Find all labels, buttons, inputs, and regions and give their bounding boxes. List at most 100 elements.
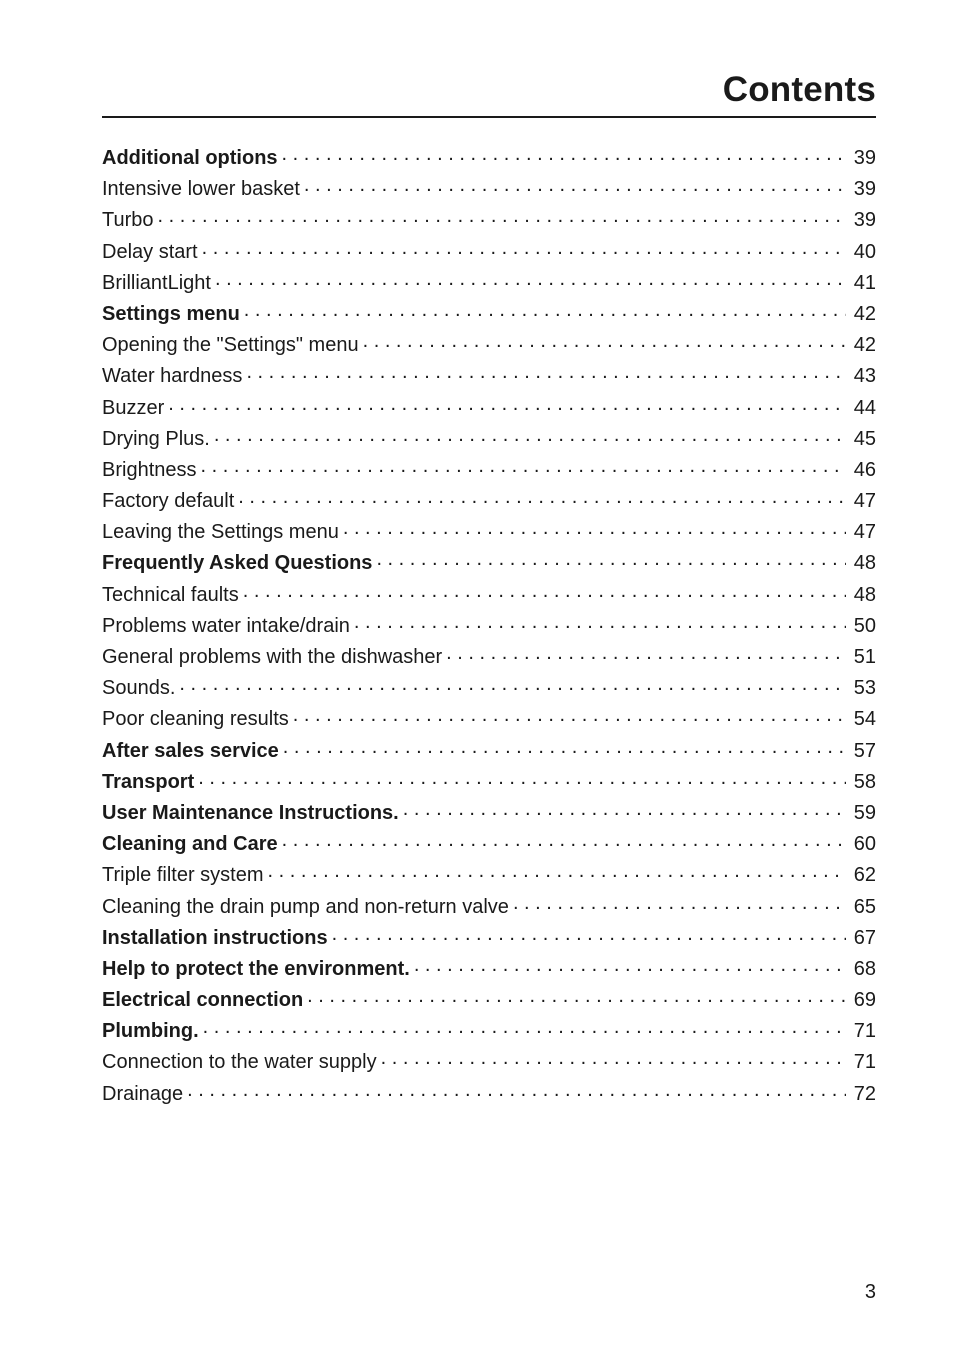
toc-row: Help to protect the environment. 68 [102, 955, 876, 979]
toc-entry-page: 67 [850, 928, 876, 948]
toc-leader-dots [332, 924, 846, 944]
toc-row: Intensive lower basket39 [102, 175, 876, 199]
toc-entry-page: 45 [850, 429, 876, 449]
toc-entry-page: 50 [850, 616, 876, 636]
toc-entry-label: Leaving the Settings menu [102, 522, 339, 542]
toc-entry-page: 46 [850, 460, 876, 480]
toc-row: Problems water intake/drain50 [102, 612, 876, 636]
toc-leader-dots [282, 144, 846, 164]
toc-row: Triple filter system 62 [102, 861, 876, 885]
toc-entry-page: 39 [850, 179, 876, 199]
toc-leader-dots [282, 830, 846, 850]
toc-entry-page: 69 [850, 990, 876, 1010]
toc-entry-label: Drainage [102, 1084, 183, 1104]
toc-row: Cleaning and Care 60 [102, 830, 876, 854]
toc-entry-page: 44 [850, 398, 876, 418]
toc-leader-dots [304, 175, 846, 195]
toc-row: After sales service57 [102, 737, 876, 761]
toc-row: Cleaning the drain pump and non-return v… [102, 893, 876, 917]
toc-entry-label: BrilliantLight [102, 273, 211, 293]
toc-entry-page: 71 [850, 1021, 876, 1041]
toc-row: Drainage 72 [102, 1080, 876, 1104]
toc-entry-label: Cleaning and Care [102, 834, 278, 854]
toc-entry-page: 47 [850, 522, 876, 542]
toc-leader-dots [203, 1017, 846, 1037]
toc-leader-dots [214, 425, 846, 445]
page: Contents Additional options39 Intensive l… [0, 0, 954, 1352]
toc-entry-label: Help to protect the environment. [102, 959, 410, 979]
toc-entry-label: General problems with the dishwasher [102, 647, 442, 667]
toc-leader-dots [343, 518, 846, 538]
toc-leader-dots [244, 300, 846, 320]
toc-row: Sounds.53 [102, 674, 876, 698]
toc-leader-dots [381, 1048, 846, 1068]
toc-row: Drying Plus.45 [102, 425, 876, 449]
toc-entry-page: 54 [850, 709, 876, 729]
toc-entry-page: 48 [850, 585, 876, 605]
toc-entry-label: Opening the "Settings" menu [102, 335, 359, 355]
toc-entry-page: 40 [850, 242, 876, 262]
toc-entry-page: 72 [850, 1084, 876, 1104]
toc-leader-dots [446, 643, 846, 663]
toc-row: Additional options39 [102, 144, 876, 168]
toc-entry-page: 43 [850, 366, 876, 386]
page-title: Contents [102, 70, 876, 110]
toc-leader-dots [283, 737, 846, 757]
toc-entry-page: 51 [850, 647, 876, 667]
toc-entry-label: Electrical connection [102, 990, 303, 1010]
toc-leader-dots [158, 206, 846, 226]
toc-entry-label: Buzzer [102, 398, 164, 418]
toc-entry-page: 68 [850, 959, 876, 979]
toc-leader-dots [403, 799, 846, 819]
toc-leader-dots [238, 487, 846, 507]
toc-entry-label: Factory default [102, 491, 234, 511]
toc-entry-label: Settings menu [102, 304, 240, 324]
toc-entry-label: Brightness [102, 460, 197, 480]
toc-entry-label: Plumbing. [102, 1021, 199, 1041]
toc-row: Turbo39 [102, 206, 876, 230]
toc-entry-label: Sounds. [102, 678, 175, 698]
toc-entry-page: 59 [850, 803, 876, 823]
toc-leader-dots [198, 768, 846, 788]
toc-row: Connection to the water supply71 [102, 1048, 876, 1072]
header-rule [102, 116, 876, 118]
toc-leader-dots [202, 238, 846, 258]
toc-entry-label: Cleaning the drain pump and non-return v… [102, 897, 509, 917]
toc-row: Factory default 47 [102, 487, 876, 511]
toc-entry-page: 47 [850, 491, 876, 511]
toc-row: General problems with the dishwasher 51 [102, 643, 876, 667]
toc-row: BrilliantLight 41 [102, 269, 876, 293]
toc-leader-dots [168, 394, 846, 414]
table-of-contents: Additional options39 Intensive lower bask… [102, 144, 876, 1104]
toc-entry-page: 71 [850, 1052, 876, 1072]
toc-entry-label: Poor cleaning results [102, 709, 289, 729]
toc-entry-page: 57 [850, 741, 876, 761]
toc-leader-dots [201, 456, 847, 476]
page-header: Contents [102, 70, 876, 110]
toc-row: Water hardness 43 [102, 362, 876, 386]
toc-row: Plumbing. 71 [102, 1017, 876, 1041]
toc-entry-label: Installation instructions [102, 928, 328, 948]
toc-leader-dots [307, 986, 846, 1006]
toc-entry-label: Triple filter system [102, 865, 264, 885]
toc-entry-page: 42 [850, 335, 876, 355]
toc-leader-dots [246, 362, 846, 382]
toc-row: Leaving the Settings menu 47 [102, 518, 876, 542]
toc-leader-dots [363, 331, 846, 351]
toc-entry-label: Frequently Asked Questions [102, 553, 372, 573]
toc-row: Installation instructions 67 [102, 924, 876, 948]
toc-leader-dots [414, 955, 846, 975]
toc-entry-page: 60 [850, 834, 876, 854]
toc-entry-label: Water hardness [102, 366, 242, 386]
toc-entry-page: 39 [850, 148, 876, 168]
toc-row: Settings menu42 [102, 300, 876, 324]
toc-entry-label: Turbo [102, 210, 154, 230]
toc-leader-dots [354, 612, 846, 632]
toc-entry-label: Technical faults [102, 585, 239, 605]
toc-row: Delay start40 [102, 238, 876, 262]
toc-leader-dots [376, 549, 846, 569]
toc-row: Electrical connection 69 [102, 986, 876, 1010]
toc-entry-page: 62 [850, 865, 876, 885]
toc-entry-page: 41 [850, 273, 876, 293]
toc-entry-page: 65 [850, 897, 876, 917]
